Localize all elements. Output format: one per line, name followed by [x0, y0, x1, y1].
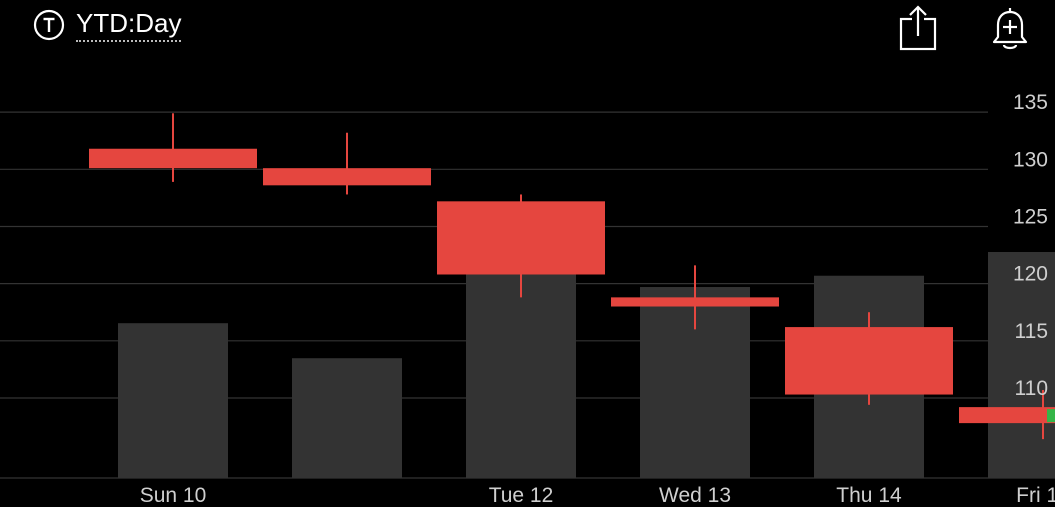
last-price-marker [1047, 409, 1055, 423]
candle-body[interactable] [263, 168, 431, 186]
x-tick-label: Fri 15 [1016, 484, 1055, 507]
y-tick-label: 110 [1015, 377, 1048, 400]
volume-bars [118, 252, 1055, 478]
y-tick-label: 125 [1013, 205, 1048, 228]
candle-body[interactable] [959, 407, 1055, 424]
candles [89, 113, 1055, 440]
volume-bar [988, 252, 1055, 478]
candle-body[interactable] [785, 327, 953, 395]
add-alert-button[interactable] [982, 4, 1036, 52]
period-selector[interactable]: YTD:Day [32, 8, 182, 42]
x-tick-label: Thu 14 [836, 484, 902, 507]
volume-bar [292, 358, 402, 478]
volume-bar [118, 323, 228, 478]
x-tick-label: Sun 10 [140, 484, 207, 507]
candle-body[interactable] [611, 297, 779, 307]
candle-body[interactable] [89, 148, 257, 169]
candle-body[interactable] [437, 201, 605, 275]
y-tick-label: 115 [1015, 320, 1048, 343]
volume-bar [466, 262, 576, 478]
add-alert-icon [992, 8, 1028, 50]
x-tick-label: Tue 12 [489, 484, 554, 507]
last-price-marker-layer [1047, 409, 1055, 423]
chart-header: YTD:Day [0, 0, 1055, 60]
y-tick-label: 120 [1013, 263, 1048, 286]
y-axis-labels: 110 115 120 125 130 135 [1013, 91, 1048, 400]
period-label: YTD:Day [76, 8, 182, 42]
x-tick-label: Wed 13 [659, 484, 731, 507]
y-tick-label: 130 [1013, 148, 1048, 171]
share-icon [899, 5, 937, 51]
period-type-icon [33, 9, 65, 41]
share-button[interactable] [892, 4, 946, 52]
y-tick-label: 135 [1013, 91, 1048, 114]
x-axis-labels: Sun 10 Tue 12 Wed 13 Thu 14 Fri 15 [140, 484, 1055, 507]
